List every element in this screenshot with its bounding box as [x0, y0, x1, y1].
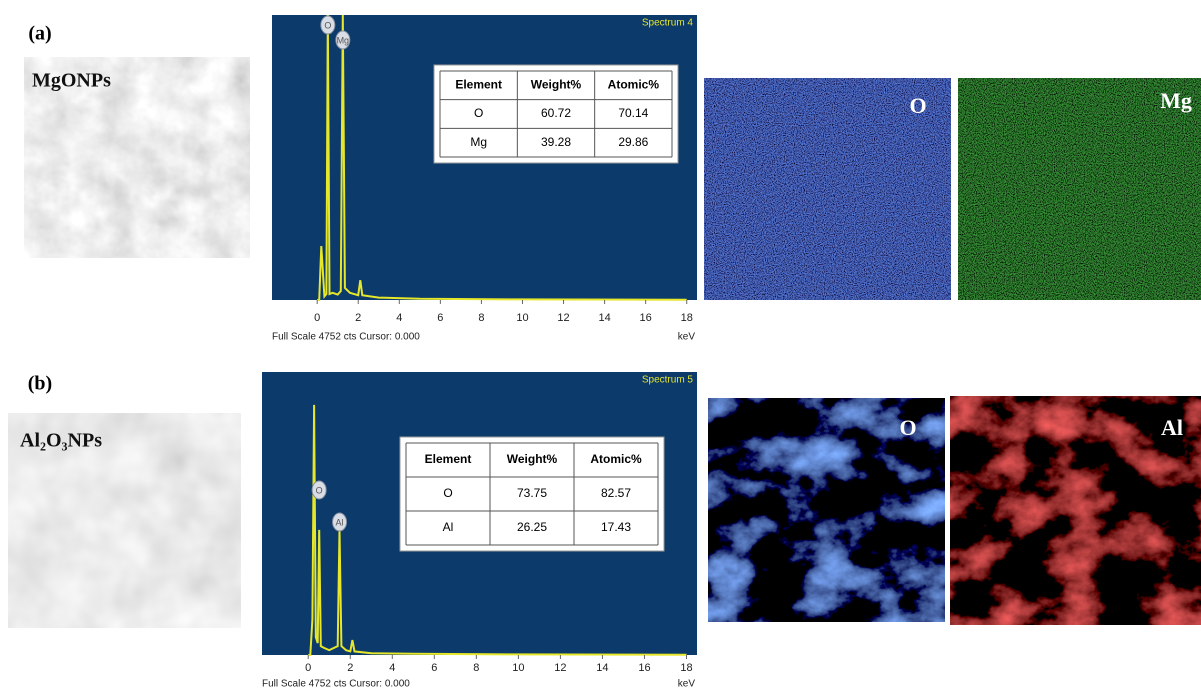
x-tick-label: 2	[347, 662, 353, 674]
x-tick-label: 8	[473, 662, 479, 674]
table-cell: 82.57	[601, 486, 631, 500]
table-header: Element	[425, 452, 472, 466]
table-cell: 73.75	[517, 486, 547, 500]
x-tick-label: 10	[512, 662, 524, 674]
chart-title: Spectrum 5	[642, 375, 694, 386]
panel-label: (a)	[28, 23, 51, 45]
peak-label: Al	[336, 517, 344, 527]
x-tick-label: 12	[557, 312, 569, 324]
x-tick-label: 8	[478, 312, 484, 324]
x-tick-label: 6	[431, 662, 437, 674]
table-header: Atomic%	[590, 452, 642, 466]
x-tick-label: 10	[516, 312, 528, 324]
table-cell: 39.28	[541, 135, 571, 149]
peak-label: Mg	[337, 35, 350, 45]
table-header: Weight%	[507, 452, 558, 466]
table-cell: O	[443, 486, 452, 500]
x-tick-label: 18	[681, 312, 693, 324]
map-label: Mg	[1160, 88, 1192, 113]
x-tick-label: 14	[596, 662, 608, 674]
peak-label: O	[324, 20, 331, 30]
footer: Full Scale 4752 cts Cursor: 0.000	[262, 679, 410, 689]
figure: Spectrum 4 0 2 4 6 8 10 12 14 16 18 keV Full Scale 4…	[0, 0, 1201, 689]
x-tick-label: 4	[389, 662, 395, 674]
table-header: Weight%	[531, 78, 582, 92]
x-tick-label: 2	[355, 312, 361, 324]
table-cell: 70.14	[618, 106, 648, 120]
table-cell: 17.43	[601, 520, 631, 534]
table-header: Element	[455, 78, 502, 92]
x-axis-label: keV	[678, 679, 696, 689]
sample-label: Al₂O₃NPs	[20, 430, 102, 452]
table-cell: 60.72	[541, 106, 571, 120]
sample-label: MgONPs	[32, 70, 111, 92]
map-label: O	[909, 93, 926, 118]
table-cell: 29.86	[618, 135, 648, 149]
footer: Full Scale 4752 cts Cursor: 0.000	[272, 332, 420, 343]
x-tick-label: 16	[638, 662, 650, 674]
peak-label: O	[316, 485, 323, 495]
table-cell: Mg	[470, 135, 487, 149]
x-tick-label: 18	[680, 662, 692, 674]
x-tick-label: 16	[640, 312, 652, 324]
table-cell: Al	[443, 520, 454, 534]
x-tick-label: 4	[396, 312, 402, 324]
table-cell: O	[474, 106, 483, 120]
x-tick-label: 12	[554, 662, 566, 674]
x-tick-label: 0	[305, 662, 311, 674]
map-label: O	[899, 415, 916, 440]
panel-label: (b)	[28, 373, 52, 395]
x-tick-label: 14	[598, 312, 610, 324]
chart-title: Spectrum 4	[642, 18, 694, 29]
x-tick-label: 6	[437, 312, 443, 324]
x-tick-label: 0	[314, 312, 320, 324]
map-label: Al	[1161, 415, 1183, 440]
table-header: Atomic%	[608, 78, 660, 92]
table-cell: 26.25	[517, 520, 547, 534]
x-axis-label: keV	[678, 332, 696, 343]
